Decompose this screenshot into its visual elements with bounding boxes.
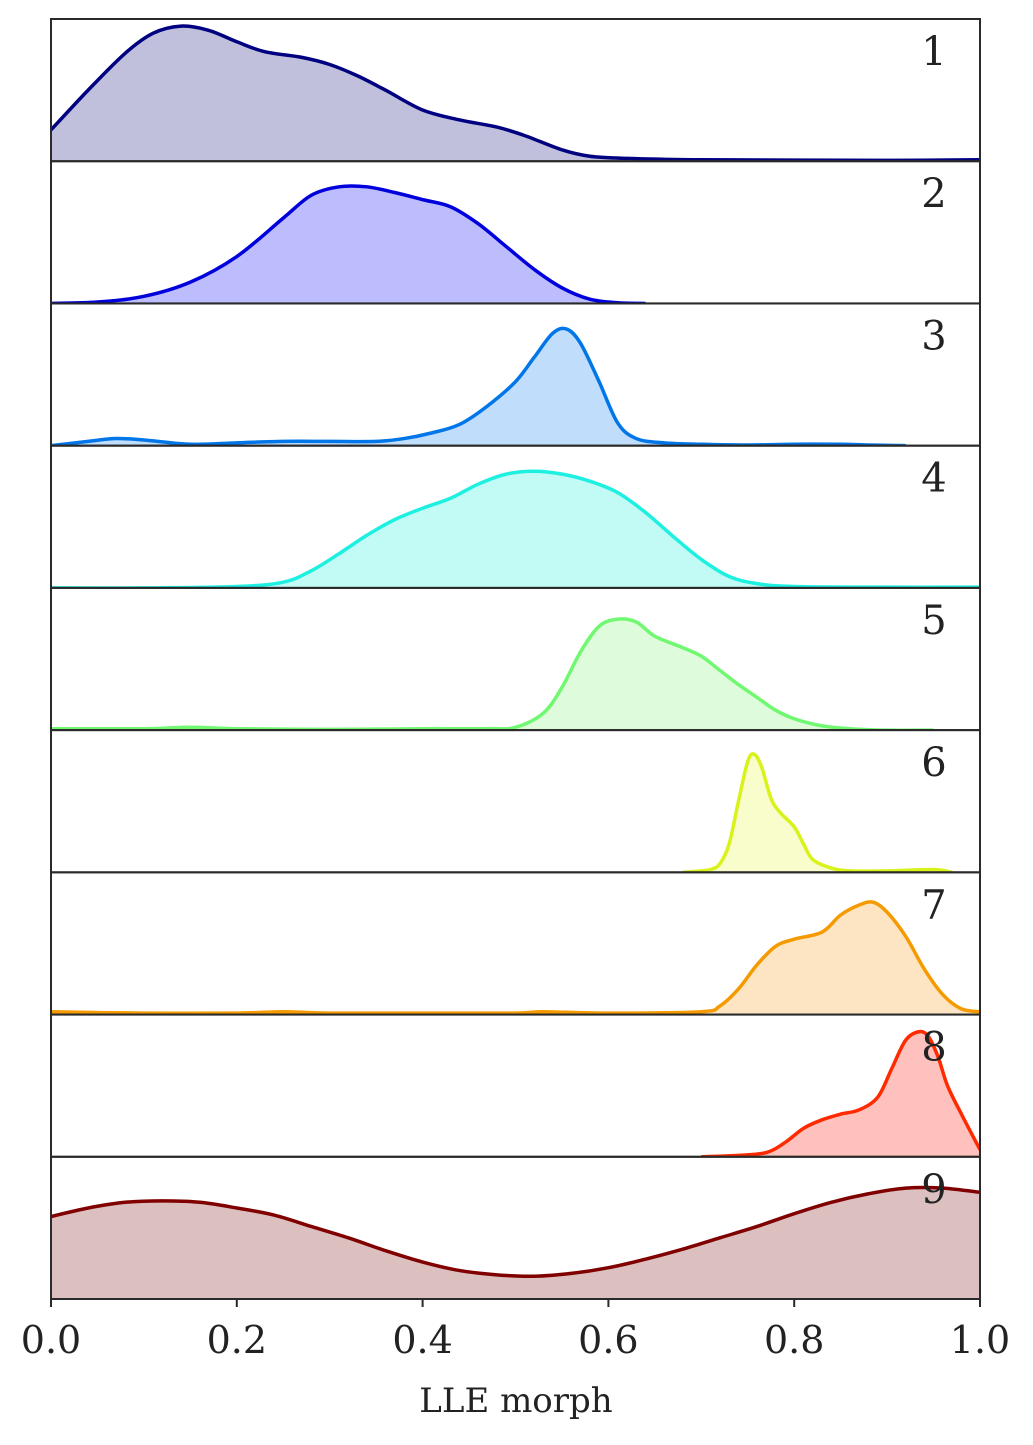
panel-label-2: 2: [921, 171, 946, 217]
x-tick-label: 1.0: [950, 1318, 1010, 1362]
density-area-9: [51, 1187, 980, 1299]
density-area-5: [51, 618, 934, 731]
panel-7: 7: [50, 871, 981, 1016]
panel-label-6: 6: [921, 740, 946, 786]
panel-frame-6: [50, 729, 981, 874]
x-tick-label: 0.6: [578, 1318, 638, 1362]
density-line-6: [682, 752, 953, 873]
panel-label-5: 5: [921, 598, 946, 644]
panel-label-9: 9: [921, 1167, 946, 1213]
density-area-7: [51, 901, 980, 1015]
panel-8: 8: [50, 1013, 981, 1158]
density-line-4: [51, 469, 980, 588]
panel-9: 9: [50, 1155, 981, 1301]
panel-label-8: 8: [921, 1025, 946, 1071]
density-area-4: [144, 471, 980, 588]
density-line-8: [701, 1029, 980, 1157]
density-line-1: [51, 24, 980, 162]
x-axis-label: LLE morph: [419, 1381, 612, 1421]
panel-label-3: 3: [921, 313, 946, 359]
density-line-2: [51, 184, 646, 304]
panel-2: 2: [50, 160, 981, 305]
x-axis: 0.0 0.2 0.4 0.6 0.8 1.0: [21, 1299, 1010, 1362]
panel-3: 3: [50, 302, 981, 447]
density-area-6: [682, 753, 953, 873]
x-tick-label: 0.8: [764, 1318, 824, 1362]
panel-frame-5: [50, 586, 981, 732]
density-area-2: [51, 185, 646, 304]
panel-label-4: 4: [921, 456, 946, 502]
panel-label-1: 1: [921, 29, 946, 75]
x-tick-label: 0.4: [392, 1318, 452, 1362]
panel-label-7: 7: [921, 882, 946, 928]
panel-1: 1: [50, 18, 981, 163]
density-line-9: [51, 1185, 980, 1279]
panel-6: 6: [50, 729, 981, 874]
chart-panels: 1 2 3 4 5 6 7 8 9: [50, 18, 981, 1301]
density-line-7: [51, 900, 980, 1015]
panel-4: 4: [50, 444, 981, 589]
panel-5: 5: [50, 586, 981, 732]
panel-frame-9: [50, 1155, 981, 1301]
x-tick-label: 0.2: [207, 1318, 267, 1362]
density-area-3: [51, 328, 906, 446]
density-area-1: [51, 26, 980, 162]
x-tick-label: 0.0: [21, 1318, 81, 1362]
density-line-5: [51, 617, 934, 731]
density-area-8: [701, 1031, 980, 1157]
